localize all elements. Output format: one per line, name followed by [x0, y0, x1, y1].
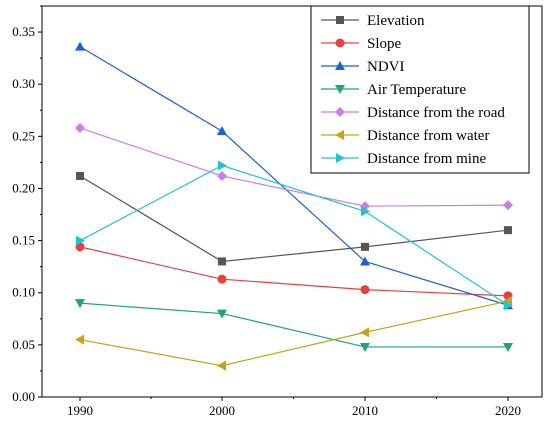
data-point [76, 171, 84, 180]
series-line [79, 46, 509, 306]
legend-entry: Distance from water [321, 128, 489, 144]
x-tick-label: 1990 [67, 403, 93, 418]
legend: Elevation Slope NDVI Air Temperature Distanc… [310, 5, 530, 174]
legend-label: Slope [367, 36, 402, 52]
data-point [217, 170, 227, 181]
legend-marker [335, 85, 345, 94]
legend-label: Distance from the road [367, 105, 505, 121]
data-point [360, 327, 369, 338]
data-point [217, 274, 227, 284]
data-point [217, 126, 227, 136]
series-line [79, 127, 509, 207]
x-tick-label: 2020 [495, 403, 521, 418]
y-tick-label: 0.05 [12, 337, 35, 352]
legend-entry: Slope [321, 36, 402, 52]
legend-label: Air Temperature [367, 82, 466, 98]
data-point [360, 256, 370, 266]
data-point [75, 41, 85, 51]
data-point [360, 285, 370, 295]
plot-area [41, 5, 543, 398]
data-point [503, 200, 513, 211]
y-tick-label: 0.15 [12, 233, 35, 248]
legend-marker [335, 38, 345, 48]
legend-label: Distance from water [367, 128, 489, 144]
legend-marker [336, 153, 345, 163]
data-point [218, 160, 227, 171]
data-point [361, 242, 369, 251]
series-ndvi [75, 41, 513, 310]
legend-label: Elevation [367, 13, 425, 29]
legend-entry: Distance from mine [321, 151, 486, 167]
y-tick-label: 0.25 [12, 128, 35, 143]
y-tick-label: 0.10 [12, 285, 35, 300]
data-point [75, 299, 85, 309]
legend-entry: NDVI [321, 59, 405, 75]
data-point [75, 334, 84, 345]
series-line [79, 302, 508, 348]
legend-marker [335, 61, 345, 70]
data-point [504, 226, 512, 235]
series-line [79, 300, 509, 367]
y-tick-label: 0.30 [12, 76, 35, 91]
plot-frame [41, 5, 543, 398]
data-point [76, 235, 85, 246]
y-tick-label: 0.35 [12, 24, 35, 39]
series-layer [75, 41, 513, 371]
legend-entry: Distance from the road [321, 105, 505, 121]
legend-label: Distance from mine [367, 151, 486, 167]
legend-marker [335, 107, 345, 117]
data-point [217, 360, 226, 371]
data-point [75, 122, 85, 133]
data-point [360, 342, 370, 352]
y-tick-label: 0.20 [12, 180, 35, 195]
x-tick-label: 2010 [352, 403, 378, 418]
series-line [79, 175, 509, 263]
legend-label: NDVI [367, 59, 405, 75]
series-air-temperature [75, 299, 513, 352]
series-slope [75, 242, 513, 301]
data-point [361, 206, 370, 217]
legend-marker [336, 16, 344, 24]
axis-layer: 0.00 0.05 0.10 0.15 0.20 0.25 0.30 0.35 1990 2000… [12, 5, 521, 418]
x-tick-label: 2000 [209, 403, 235, 418]
data-point [218, 257, 226, 266]
data-point [217, 309, 227, 319]
series-elevation [76, 171, 512, 266]
legend-entry: Air Temperature [321, 82, 466, 98]
data-point [504, 300, 513, 311]
series-distance-from-mine [76, 160, 513, 311]
series-line [79, 164, 509, 306]
data-point [503, 342, 513, 352]
series-line [79, 246, 509, 297]
legend-marker [335, 130, 344, 140]
legend-entry: Elevation [321, 13, 425, 29]
y-tick-label: 0.00 [12, 389, 35, 404]
